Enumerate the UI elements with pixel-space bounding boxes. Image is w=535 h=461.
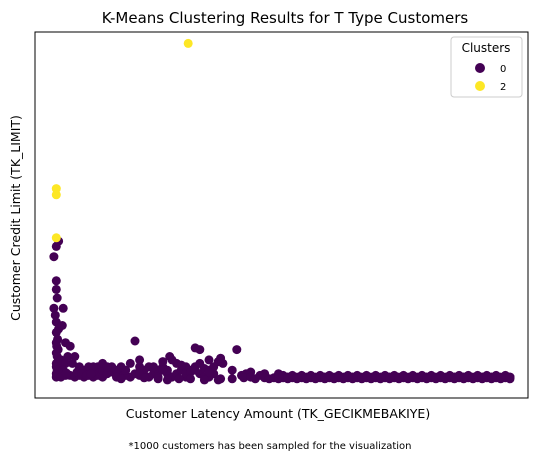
point-cluster-0 [65, 341, 75, 351]
point-cluster-0 [149, 362, 158, 372]
point-cluster-0 [505, 372, 515, 382]
point-cluster-0 [61, 368, 71, 378]
point-cluster-0 [135, 355, 145, 365]
point-cluster-0 [58, 303, 68, 313]
point-cluster-0 [186, 374, 195, 384]
point-cluster-0 [125, 358, 135, 368]
plot-area [34, 31, 529, 399]
point-cluster-0 [61, 358, 70, 368]
point-cluster-0 [139, 373, 149, 383]
point-cluster-0 [158, 357, 168, 367]
point-cluster-2 [183, 38, 193, 48]
x-axis-label: Customer Latency Amount (TK_GECIKMEBAKIY… [126, 406, 430, 421]
point-cluster-0 [52, 293, 62, 303]
point-cluster-0 [158, 365, 168, 375]
point-cluster-0 [239, 373, 249, 383]
point-cluster-0 [204, 367, 214, 377]
point-cluster-0 [135, 362, 145, 372]
point-cluster-0 [227, 374, 237, 384]
point-cluster-0 [227, 365, 237, 375]
point-cluster-0 [176, 360, 186, 370]
data-points [49, 38, 515, 385]
point-cluster-2 [51, 190, 61, 200]
point-cluster-0 [51, 276, 61, 286]
point-cluster-0 [213, 375, 223, 385]
point-cluster-0 [174, 374, 184, 384]
point-cluster-2 [51, 184, 61, 194]
point-cluster-0 [88, 362, 98, 372]
point-cluster-0 [130, 336, 140, 346]
point-cluster-0 [165, 352, 175, 361]
point-cluster-0 [153, 374, 163, 384]
point-cluster-0 [162, 375, 172, 385]
y-axis-label: Customer Credit Limit (TK_LIMIT) [8, 115, 23, 321]
point-cluster-0 [216, 353, 226, 363]
point-cluster-0 [232, 345, 242, 355]
point-cluster-0 [116, 374, 126, 384]
point-cluster-0 [49, 252, 59, 262]
point-cluster-0 [199, 375, 209, 385]
legend-marker-0 [475, 63, 485, 73]
legend-marker-2 [475, 81, 485, 91]
chart-title: K-Means Clustering Results for T Type Cu… [102, 9, 469, 27]
point-cluster-0 [50, 310, 60, 320]
legend-title: Clusters [462, 41, 511, 55]
point-cluster-0 [51, 284, 61, 294]
point-cluster-0 [70, 352, 80, 361]
point-cluster-0 [190, 365, 200, 375]
point-cluster-2 [51, 233, 61, 243]
point-cluster-0 [250, 374, 260, 384]
point-cluster-0 [116, 362, 126, 372]
legend: Clusters 0 2 [450, 36, 523, 98]
point-cluster-0 [57, 321, 67, 330]
point-cluster-0 [102, 362, 112, 372]
legend-label-0: 0 [500, 64, 506, 75]
point-cluster-0 [49, 303, 59, 313]
point-cluster-0 [51, 327, 61, 337]
point-cluster-0 [63, 352, 73, 361]
point-cluster-0 [86, 369, 96, 379]
legend-box [450, 36, 523, 98]
footnote: *1000 customers has been sampled for the… [129, 441, 412, 452]
point-cluster-0 [190, 343, 200, 353]
point-cluster-0 [204, 355, 214, 365]
legend-label-2: 2 [500, 82, 506, 93]
point-cluster-0 [68, 358, 77, 368]
